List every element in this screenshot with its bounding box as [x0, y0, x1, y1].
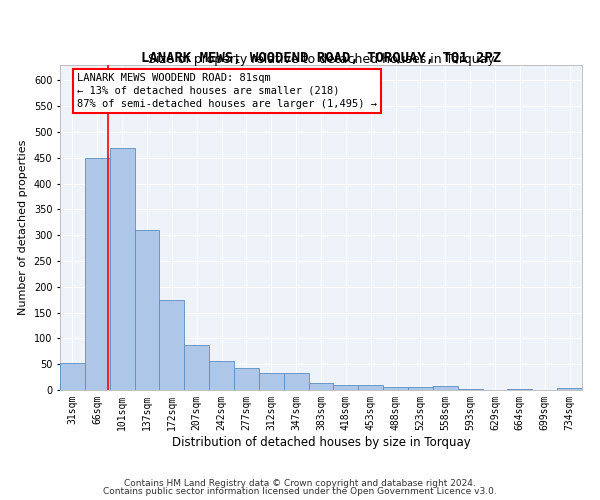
Bar [557, 388, 582, 390]
Bar [458, 389, 482, 390]
Bar [234, 368, 259, 390]
Bar [358, 386, 383, 390]
Title: LANARK MEWS, WOODEND ROAD, TORQUAY, TQ1 2PZ: LANARK MEWS, WOODEND ROAD, TORQUAY, TQ1 … [141, 51, 501, 65]
X-axis label: Distribution of detached houses by size in Torquay: Distribution of detached houses by size … [172, 436, 470, 448]
Bar [508, 389, 532, 390]
Bar [408, 387, 433, 390]
Bar [134, 230, 160, 390]
Text: Size of property relative to detached houses in Torquay: Size of property relative to detached ho… [148, 52, 494, 66]
Text: Contains public sector information licensed under the Open Government Licence v3: Contains public sector information licen… [103, 487, 497, 496]
Bar [308, 383, 334, 390]
Bar [60, 363, 85, 390]
Bar [209, 360, 234, 390]
Bar [160, 300, 184, 390]
Bar [284, 374, 308, 390]
Text: LANARK MEWS WOODEND ROAD: 81sqm
← 13% of detached houses are smaller (218)
87% o: LANARK MEWS WOODEND ROAD: 81sqm ← 13% of… [77, 72, 377, 109]
Bar [259, 374, 284, 390]
Bar [433, 386, 458, 390]
Text: Contains HM Land Registry data © Crown copyright and database right 2024.: Contains HM Land Registry data © Crown c… [124, 478, 476, 488]
Bar [383, 387, 408, 390]
Bar [85, 158, 110, 390]
Y-axis label: Number of detached properties: Number of detached properties [18, 140, 28, 315]
Bar [184, 345, 209, 390]
Bar [110, 148, 134, 390]
Bar [334, 385, 358, 390]
